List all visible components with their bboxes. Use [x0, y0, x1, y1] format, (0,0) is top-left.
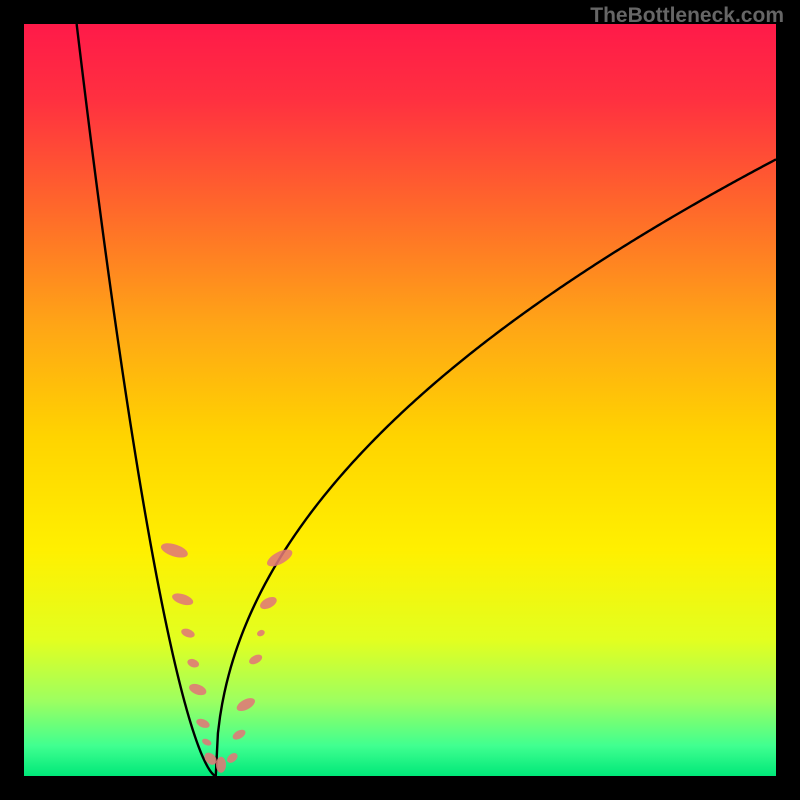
marker-point: [159, 540, 189, 560]
marker-point: [256, 629, 266, 638]
marker-point: [180, 627, 196, 639]
marker-point: [225, 751, 239, 765]
marker-point: [188, 682, 208, 698]
chart-root: TheBottleneck.com: [0, 0, 800, 800]
watermark-text: TheBottleneck.com: [590, 4, 784, 28]
plot-area: [24, 24, 776, 776]
marker-point: [216, 757, 226, 773]
marker-point: [235, 695, 257, 713]
marker-point: [258, 594, 279, 611]
marker-group: [159, 540, 295, 772]
bottleneck-curve: [77, 24, 776, 776]
curve-layer: [24, 24, 776, 776]
marker-point: [248, 653, 264, 666]
marker-point: [171, 591, 195, 607]
marker-point: [201, 737, 213, 747]
marker-point: [231, 728, 247, 742]
marker-point: [195, 717, 211, 730]
marker-point: [186, 657, 200, 669]
marker-point: [265, 546, 295, 570]
